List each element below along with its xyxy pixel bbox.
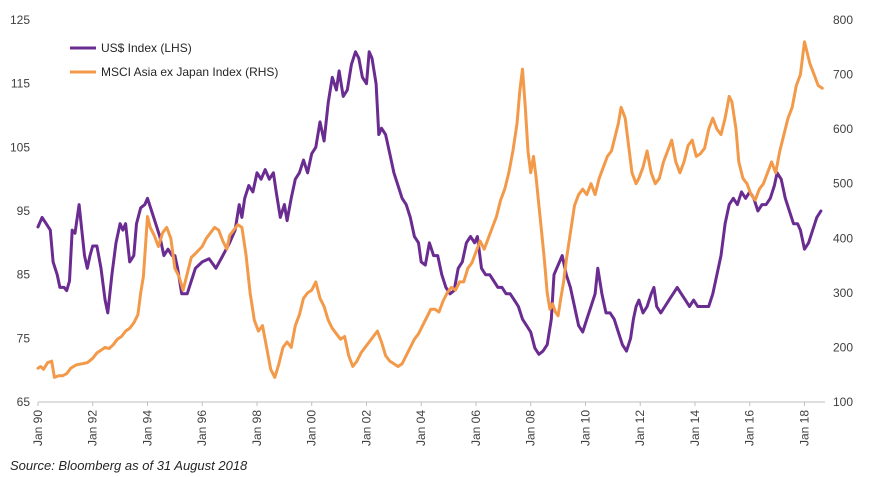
left-tick-label: 125 (10, 13, 30, 27)
x-tick-label: Jan 92 (86, 410, 100, 446)
right-tick-label: 800 (833, 13, 853, 27)
x-tick-label: Jan 06 (469, 410, 483, 446)
source-note: Source: Bloomberg as of 31 August 2018 (10, 458, 248, 473)
right-tick-label: 300 (833, 286, 853, 300)
x-tick-label: Jan 12 (633, 410, 647, 446)
msci-asia-line (36, 40, 824, 379)
legend-label: MSCI Asia ex Japan Index (RHS) (101, 65, 278, 79)
x-tick-label: Jan 10 (578, 410, 592, 446)
x-tick-label: Jan 98 (250, 410, 264, 446)
left-tick-label: 115 (11, 77, 30, 91)
x-tick-label: Jan 96 (195, 410, 209, 446)
x-tick-label: Jan 18 (797, 410, 811, 446)
right-tick-label: 600 (833, 122, 853, 136)
x-tick-label: Jan 90 (31, 410, 45, 446)
usd-index-line (36, 50, 823, 356)
left-tick-label: 105 (10, 140, 30, 154)
legend-label: US$ Index (LHS) (101, 41, 192, 55)
right-tick-label: 700 (833, 68, 853, 82)
left-tick-label: 75 (17, 331, 31, 345)
right-tick-label: 200 (833, 340, 853, 354)
x-tick-label: Jan 02 (359, 410, 373, 446)
x-tick-label: Jan 08 (524, 410, 538, 446)
x-tick-label: Jan 16 (743, 410, 757, 446)
left-tick-label: 85 (17, 268, 31, 282)
axes: 65 75 85 95 105 115 125 100 200 300 400 500 600 700 80… (10, 13, 853, 446)
x-tick-label: Jan 94 (140, 410, 154, 446)
right-tick-label: 400 (833, 231, 853, 245)
legend: US$ Index (LHS) MSCI Asia ex Japan Index … (70, 41, 278, 79)
left-tick-label: 65 (17, 395, 31, 409)
x-tick-label: Jan 00 (305, 410, 319, 446)
right-tick-label: 100 (833, 395, 853, 409)
left-tick-label: 95 (17, 204, 31, 218)
series-lines (36, 40, 824, 379)
x-tick-label: Jan 14 (688, 410, 702, 446)
right-tick-label: 500 (833, 177, 853, 191)
x-tick-label: Jan 04 (414, 410, 428, 446)
